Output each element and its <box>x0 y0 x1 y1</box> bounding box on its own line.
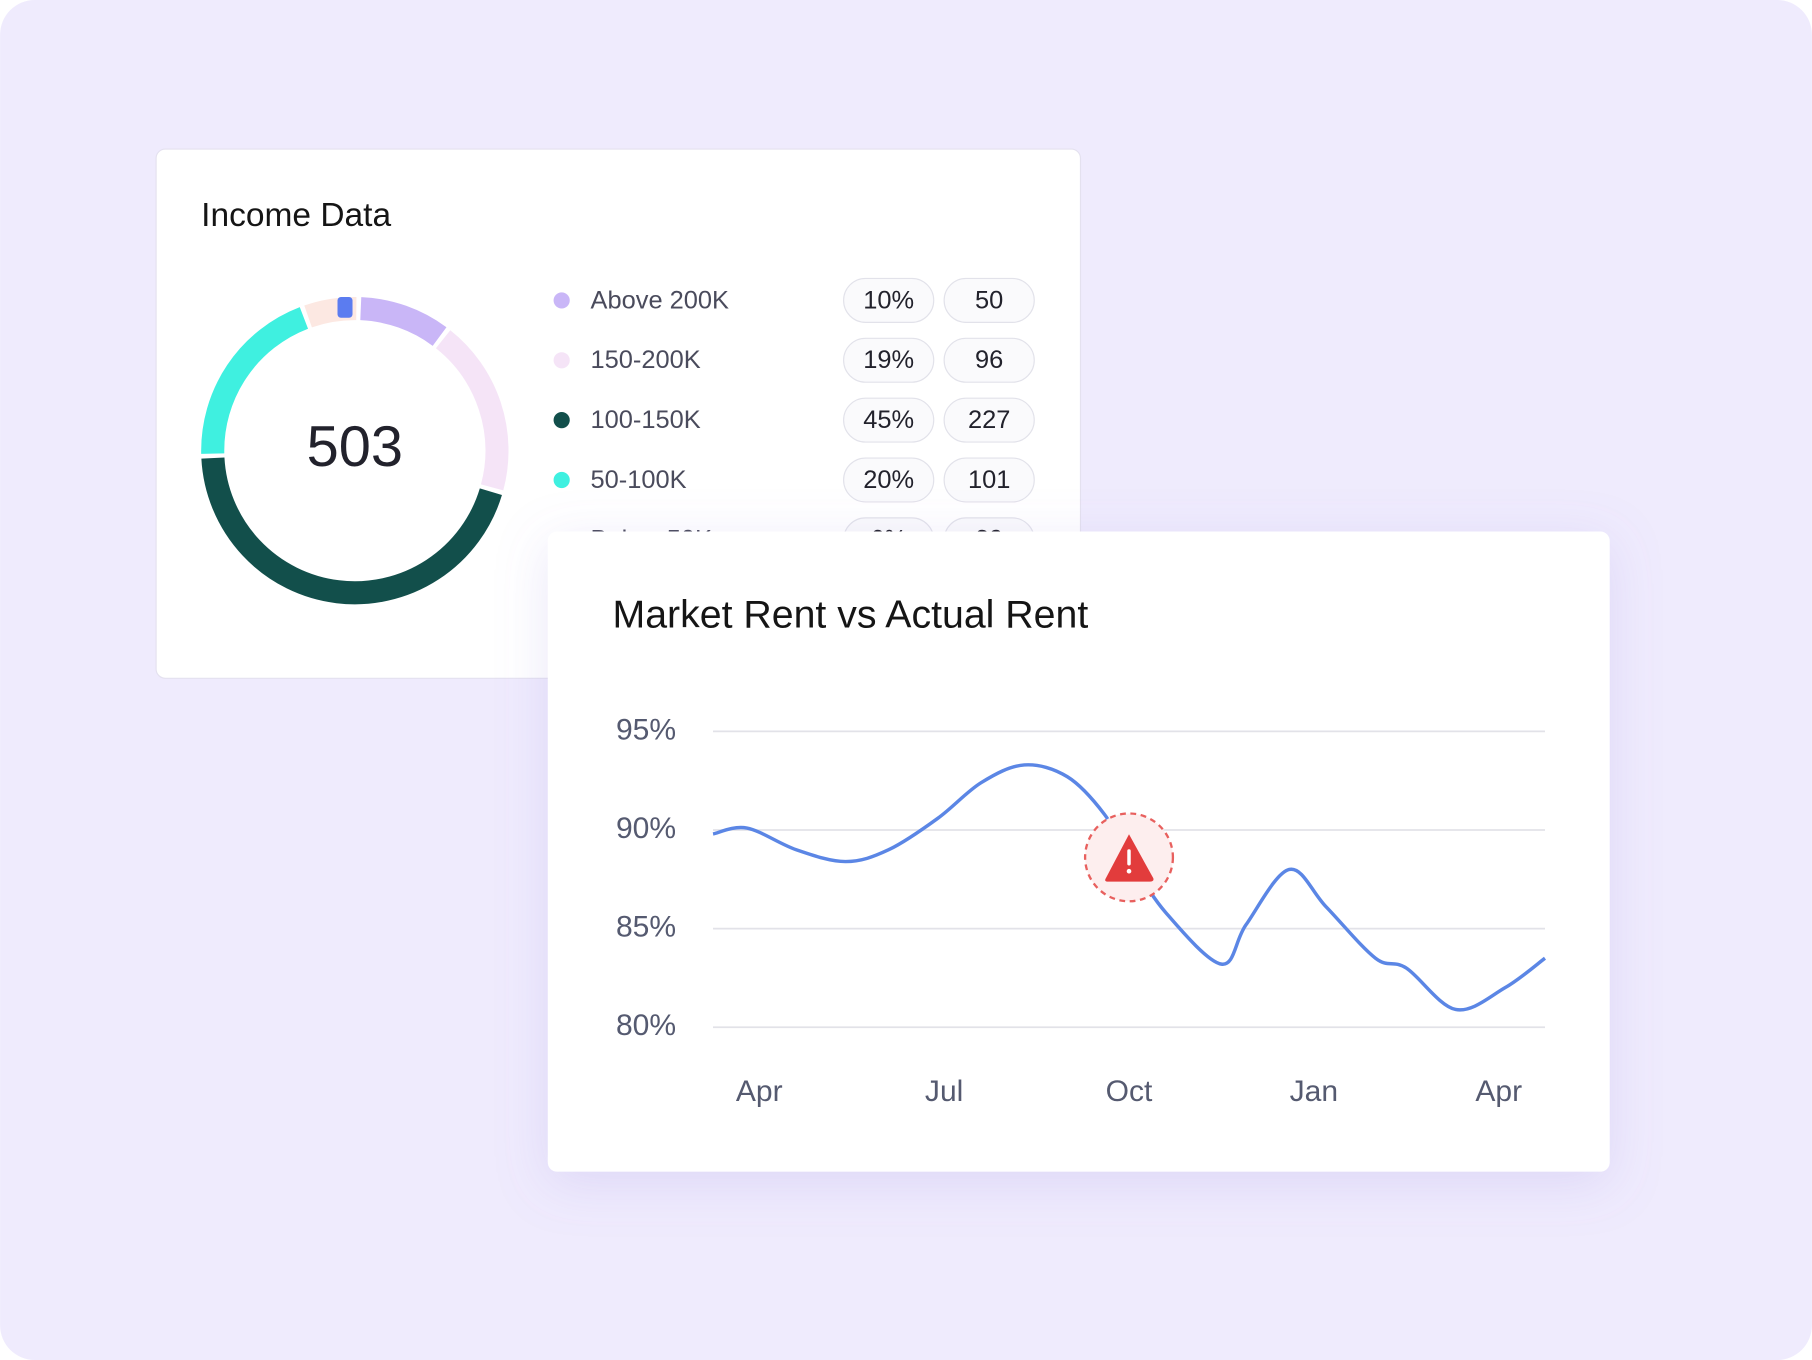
legend-dot <box>553 352 570 369</box>
donut-segment <box>435 330 509 491</box>
count-label: 96 <box>975 346 1003 374</box>
pill <box>943 397 1035 443</box>
pill <box>843 457 935 503</box>
legend-dot <box>553 292 570 309</box>
pill <box>943 457 1035 503</box>
legend-label: 50-100K <box>591 466 687 494</box>
percent-label: 10% <box>863 286 914 314</box>
legend-label: 100-150K <box>591 406 701 434</box>
card <box>547 531 1610 1172</box>
legend-dot <box>553 412 570 429</box>
warning-mark <box>1127 849 1131 866</box>
donut-segment <box>201 307 309 454</box>
y-tick-label: 85% <box>616 911 676 944</box>
percent-label: 20% <box>863 466 914 494</box>
donut-segment <box>201 457 502 605</box>
x-tick-label: Jan <box>1290 1075 1338 1108</box>
y-tick-label: 95% <box>616 713 676 746</box>
donut-segment <box>360 297 447 346</box>
x-tick-label: Apr <box>1475 1075 1522 1108</box>
card-title: Market Rent vs Actual Rent <box>613 592 1089 636</box>
x-tick-label: Jul <box>925 1075 963 1108</box>
y-tick-label: 90% <box>616 812 676 845</box>
pill <box>843 397 935 443</box>
legend-label: 150-200K <box>591 346 701 374</box>
donut-handle <box>337 296 353 318</box>
count-label: 50 <box>975 286 1003 314</box>
donut-segment <box>304 296 357 328</box>
y-tick-label: 80% <box>616 1009 676 1042</box>
pill <box>943 337 1035 383</box>
pill <box>943 277 1035 323</box>
legend-label: Above 200K <box>591 286 729 314</box>
card-title: Income Data <box>201 197 391 234</box>
count-label: 227 <box>968 406 1010 434</box>
warning-dot <box>1126 868 1132 874</box>
count-label: 101 <box>968 466 1010 494</box>
rent-card: Market Rent vs Actual Rent 80% 85% 90% 95% A… <box>547 531 1610 1172</box>
x-tick-label: Oct <box>1106 1075 1153 1108</box>
x-tick-label: Apr <box>736 1075 783 1108</box>
percent-label: 45% <box>863 406 914 434</box>
pill <box>843 277 935 323</box>
percent-label: 19% <box>863 346 914 374</box>
donut-total: 503 <box>307 415 403 479</box>
pill <box>843 337 935 383</box>
legend-dot <box>553 471 570 489</box>
